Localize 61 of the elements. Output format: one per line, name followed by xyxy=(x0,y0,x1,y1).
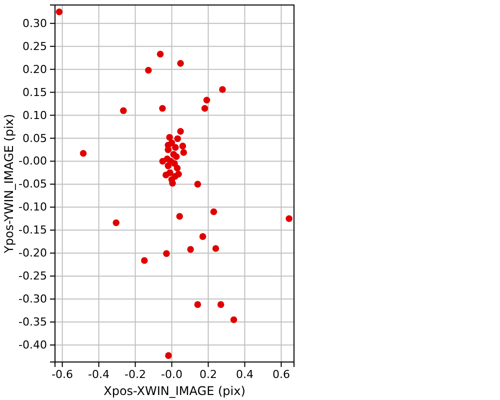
point xyxy=(164,146,172,154)
point xyxy=(179,142,186,150)
y-tick-label: -0.15 xyxy=(18,224,47,237)
y-tick-label: -0.30 xyxy=(18,292,47,306)
point xyxy=(163,250,170,257)
y-tick-label: -0.10 xyxy=(18,200,47,214)
point xyxy=(199,233,206,240)
point xyxy=(164,162,172,170)
point xyxy=(112,219,120,226)
point xyxy=(56,8,63,16)
point xyxy=(159,105,166,112)
point xyxy=(174,164,181,172)
point xyxy=(165,352,172,359)
y-tick-label: 0.10 xyxy=(22,108,47,122)
point xyxy=(194,301,202,308)
point xyxy=(80,150,87,157)
point xyxy=(141,257,148,264)
point xyxy=(203,96,210,104)
point xyxy=(145,66,152,74)
point xyxy=(172,144,179,151)
point xyxy=(174,135,181,142)
x-tick-label: 0.6 xyxy=(272,368,290,381)
point xyxy=(168,139,176,146)
y-tick-label: -0.35 xyxy=(18,316,47,329)
x-tick-label: 0.2 xyxy=(200,368,217,381)
y-axis-title: Ypos-YWIN_IMAGE (pix) xyxy=(2,114,16,254)
point xyxy=(177,60,184,67)
y-tick-label: 0.15 xyxy=(22,86,47,99)
y-tick-label: 0.25 xyxy=(22,40,47,53)
point xyxy=(172,173,178,180)
point xyxy=(230,316,238,324)
x-tick-label: -0.4 xyxy=(88,368,110,381)
point xyxy=(194,180,202,188)
x-tick-label: -0.6 xyxy=(52,368,74,381)
x-axis-title: Xpos-XWIN_IMAGE (pix) xyxy=(104,384,246,398)
y-tick-label: -0.40 xyxy=(18,338,47,352)
point xyxy=(180,149,188,156)
point xyxy=(177,128,184,135)
point xyxy=(210,208,218,216)
x-tick-label: 0.4 xyxy=(236,368,254,381)
point xyxy=(156,50,164,58)
y-tick-label: -0.20 xyxy=(18,246,47,260)
point xyxy=(120,107,127,114)
y-tick-label: 0.30 xyxy=(22,16,47,30)
y-tick-label: 0.05 xyxy=(22,132,47,145)
point xyxy=(217,301,224,308)
point xyxy=(166,169,174,176)
y-tick-label: -0.00 xyxy=(18,154,47,168)
y-tick-label: 0.20 xyxy=(22,62,47,76)
point xyxy=(201,105,208,112)
point xyxy=(286,215,292,222)
x-tick-label: -0.2 xyxy=(124,368,146,381)
point xyxy=(176,212,183,220)
point xyxy=(166,134,173,141)
y-tick-label: -0.25 xyxy=(18,270,47,283)
point xyxy=(219,86,226,93)
point xyxy=(172,153,180,160)
point xyxy=(212,245,220,252)
point xyxy=(187,246,194,253)
y-tick-label: -0.05 xyxy=(18,178,47,191)
x-tick-label: -0.0 xyxy=(161,368,182,381)
